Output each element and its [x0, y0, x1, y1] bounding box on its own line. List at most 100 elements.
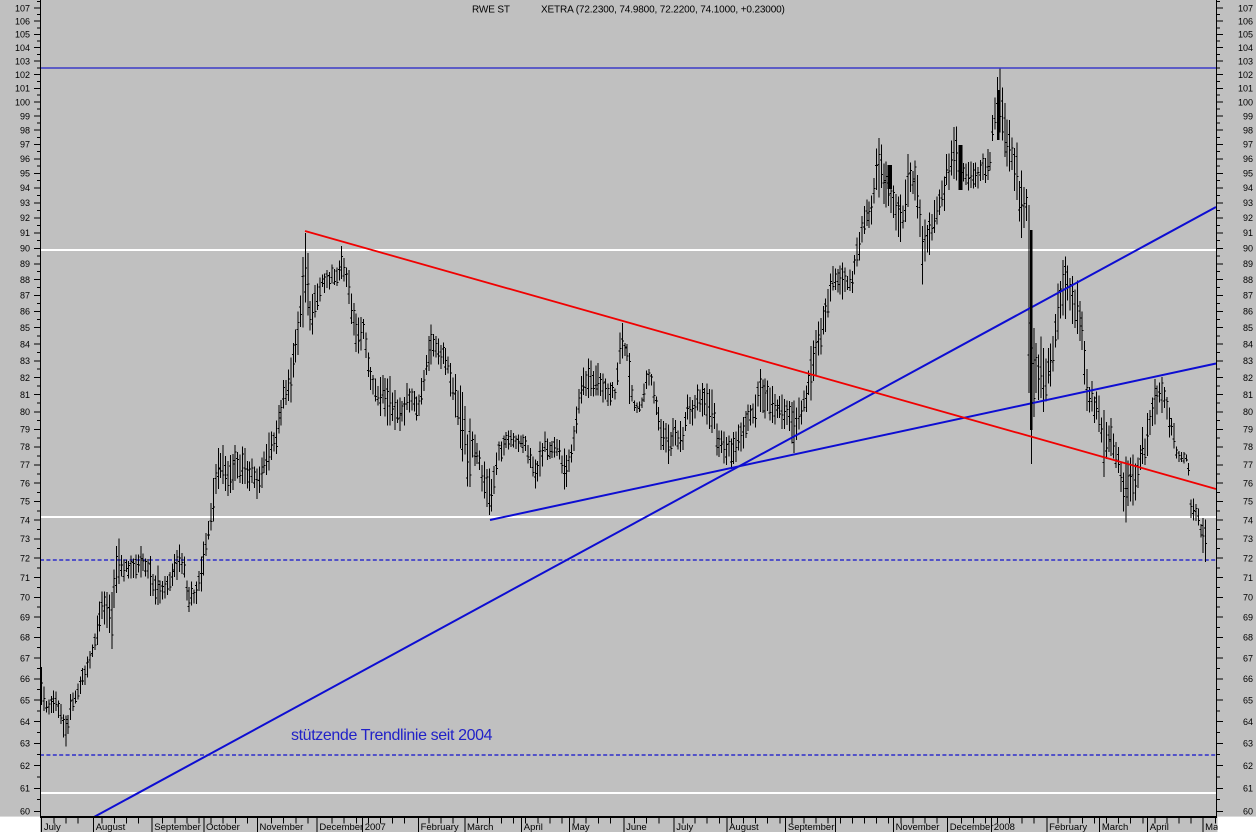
svg-text:102: 102 — [1238, 70, 1253, 80]
svg-text:79: 79 — [1243, 425, 1253, 435]
svg-text:2007: 2007 — [365, 822, 386, 832]
svg-text:106: 106 — [15, 16, 30, 26]
svg-text:90: 90 — [20, 244, 30, 254]
svg-text:86: 86 — [20, 307, 30, 317]
svg-text:94: 94 — [1243, 183, 1253, 193]
svg-text:94: 94 — [20, 183, 30, 193]
svg-text:71: 71 — [1243, 573, 1253, 583]
svg-text:97: 97 — [20, 140, 30, 150]
svg-text:February: February — [1049, 822, 1087, 832]
svg-text:April: April — [1150, 822, 1169, 832]
svg-text:98: 98 — [20, 125, 30, 135]
svg-text:105: 105 — [1238, 30, 1253, 40]
svg-text:69: 69 — [1243, 612, 1253, 622]
svg-text:85: 85 — [20, 323, 30, 333]
svg-text:96: 96 — [1243, 154, 1253, 164]
svg-text:65: 65 — [1243, 695, 1253, 705]
svg-text:63: 63 — [20, 739, 30, 749]
svg-text:87: 87 — [1243, 291, 1253, 301]
svg-text:RWE ST: RWE ST — [472, 5, 510, 16]
svg-text:91: 91 — [20, 228, 30, 238]
svg-text:62: 62 — [20, 761, 30, 771]
svg-text:76: 76 — [1243, 478, 1253, 488]
svg-text:74: 74 — [1243, 515, 1253, 525]
svg-text:66: 66 — [20, 674, 30, 684]
svg-text:65: 65 — [20, 695, 30, 705]
svg-text:67: 67 — [20, 653, 30, 663]
svg-text:104: 104 — [15, 43, 30, 53]
svg-text:72: 72 — [20, 553, 30, 563]
svg-text:100: 100 — [1238, 97, 1253, 107]
svg-text:April: April — [524, 822, 543, 832]
svg-text:81: 81 — [1243, 390, 1253, 400]
svg-text:72: 72 — [1243, 553, 1253, 563]
svg-text:November: November — [896, 822, 940, 832]
svg-text:88: 88 — [1243, 275, 1253, 285]
svg-text:82: 82 — [1243, 373, 1253, 383]
svg-text:March: March — [1102, 822, 1128, 832]
svg-text:89: 89 — [1243, 259, 1253, 269]
svg-text:August: August — [96, 822, 126, 832]
svg-text:63: 63 — [1243, 739, 1253, 749]
svg-text:91: 91 — [1243, 228, 1253, 238]
svg-text:2008: 2008 — [994, 822, 1015, 832]
svg-text:80: 80 — [1243, 407, 1253, 417]
svg-text:92: 92 — [1243, 213, 1253, 223]
svg-text:86: 86 — [1243, 307, 1253, 317]
svg-text:75: 75 — [20, 497, 30, 507]
svg-text:93: 93 — [20, 198, 30, 208]
svg-text:79: 79 — [20, 425, 30, 435]
svg-text:74: 74 — [20, 515, 30, 525]
svg-text:February: February — [421, 822, 459, 832]
svg-text:70: 70 — [1243, 593, 1253, 603]
svg-text:89: 89 — [20, 259, 30, 269]
svg-text:61: 61 — [1243, 784, 1253, 794]
svg-text:80: 80 — [20, 407, 30, 417]
svg-text:XETRA (72.2300, 74.9800, 72.22: XETRA (72.2300, 74.9800, 72.2200, 74.100… — [541, 5, 785, 16]
svg-text:106: 106 — [1238, 16, 1253, 26]
svg-text:September: September — [154, 822, 200, 832]
svg-text:78: 78 — [1243, 442, 1253, 452]
svg-text:September: September — [788, 822, 834, 832]
svg-text:73: 73 — [1243, 534, 1253, 544]
svg-text:stützende Trendlinie seit 2004: stützende Trendlinie seit 2004 — [291, 727, 493, 744]
svg-text:82: 82 — [20, 373, 30, 383]
svg-text:70: 70 — [20, 593, 30, 603]
svg-text:81: 81 — [20, 390, 30, 400]
svg-text:104: 104 — [1238, 43, 1253, 53]
svg-text:77: 77 — [1243, 460, 1253, 470]
svg-text:July: July — [676, 822, 693, 832]
svg-text:67: 67 — [1243, 653, 1253, 663]
svg-text:July: July — [44, 822, 61, 832]
svg-text:99: 99 — [1243, 111, 1253, 121]
svg-text:93: 93 — [1243, 198, 1253, 208]
svg-text:64: 64 — [1243, 717, 1253, 727]
svg-text:December: December — [950, 822, 994, 832]
svg-text:68: 68 — [1243, 633, 1253, 643]
svg-text:75: 75 — [1243, 497, 1253, 507]
svg-text:October: October — [206, 822, 240, 832]
svg-text:90: 90 — [1243, 244, 1253, 254]
svg-text:62: 62 — [1243, 761, 1253, 771]
svg-text:60: 60 — [20, 807, 30, 817]
svg-text:88: 88 — [20, 275, 30, 285]
svg-text:78: 78 — [20, 442, 30, 452]
svg-text:68: 68 — [20, 633, 30, 643]
svg-text:64: 64 — [20, 717, 30, 727]
svg-text:83: 83 — [1243, 356, 1253, 366]
svg-text:May: May — [572, 822, 590, 832]
svg-text:December: December — [319, 822, 363, 832]
svg-text:92: 92 — [20, 213, 30, 223]
svg-text:August: August — [729, 822, 759, 832]
svg-text:103: 103 — [1238, 56, 1253, 66]
svg-text:March: March — [467, 822, 493, 832]
svg-text:85: 85 — [1243, 323, 1253, 333]
svg-text:76: 76 — [20, 478, 30, 488]
svg-text:107: 107 — [1238, 3, 1253, 13]
svg-text:105: 105 — [15, 30, 30, 40]
svg-text:November: November — [260, 822, 304, 832]
svg-text:84: 84 — [20, 339, 30, 349]
svg-text:66: 66 — [1243, 674, 1253, 684]
svg-text:69: 69 — [20, 612, 30, 622]
svg-text:84: 84 — [1243, 339, 1253, 349]
